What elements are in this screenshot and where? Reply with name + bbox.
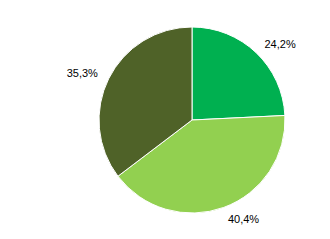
svg-text:40,4%: 40,4% [228,213,259,225]
svg-text:35,3%: 35,3% [67,67,98,79]
svg-text:24,2%: 24,2% [264,38,295,50]
